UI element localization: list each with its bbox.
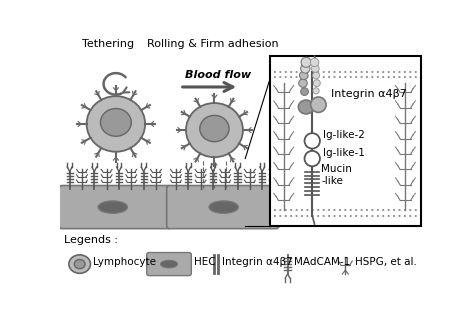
Circle shape bbox=[310, 58, 319, 67]
Ellipse shape bbox=[161, 260, 177, 268]
Circle shape bbox=[304, 133, 320, 148]
Text: Ig-like-1: Ig-like-1 bbox=[323, 147, 365, 158]
Bar bbox=[270, 56, 421, 226]
Ellipse shape bbox=[209, 201, 238, 213]
Circle shape bbox=[313, 80, 320, 87]
Ellipse shape bbox=[200, 115, 229, 142]
Circle shape bbox=[301, 64, 310, 73]
Text: MAdCAM-1: MAdCAM-1 bbox=[294, 257, 350, 267]
Ellipse shape bbox=[87, 96, 145, 152]
Text: Blood flow: Blood flow bbox=[185, 70, 251, 80]
Text: Legends :: Legends : bbox=[64, 234, 118, 245]
Circle shape bbox=[313, 72, 319, 79]
Text: HSPG, et al.: HSPG, et al. bbox=[355, 257, 417, 267]
Text: Mucin
-like: Mucin -like bbox=[321, 164, 352, 186]
Circle shape bbox=[301, 57, 311, 67]
Circle shape bbox=[310, 97, 326, 112]
Ellipse shape bbox=[98, 201, 128, 213]
Text: Tethering: Tethering bbox=[82, 39, 134, 49]
Ellipse shape bbox=[69, 255, 91, 273]
Circle shape bbox=[311, 65, 319, 72]
Ellipse shape bbox=[74, 259, 85, 269]
Ellipse shape bbox=[100, 109, 131, 136]
Circle shape bbox=[313, 88, 319, 94]
Circle shape bbox=[304, 151, 320, 166]
Ellipse shape bbox=[186, 103, 243, 157]
Text: Integrin α4β7: Integrin α4β7 bbox=[331, 89, 407, 99]
FancyBboxPatch shape bbox=[167, 185, 279, 229]
Circle shape bbox=[301, 88, 309, 95]
Text: HEC: HEC bbox=[194, 257, 215, 267]
Text: Lymphocyte: Lymphocyte bbox=[93, 257, 156, 267]
FancyBboxPatch shape bbox=[59, 185, 171, 229]
FancyBboxPatch shape bbox=[146, 252, 191, 276]
Text: Ig-like-2: Ig-like-2 bbox=[323, 130, 365, 140]
Circle shape bbox=[300, 71, 308, 80]
Ellipse shape bbox=[298, 100, 314, 114]
Circle shape bbox=[299, 79, 307, 87]
Text: Integrin α4β7: Integrin α4β7 bbox=[222, 257, 293, 267]
Text: Rolling & Firm adhesion: Rolling & Firm adhesion bbox=[146, 39, 278, 49]
